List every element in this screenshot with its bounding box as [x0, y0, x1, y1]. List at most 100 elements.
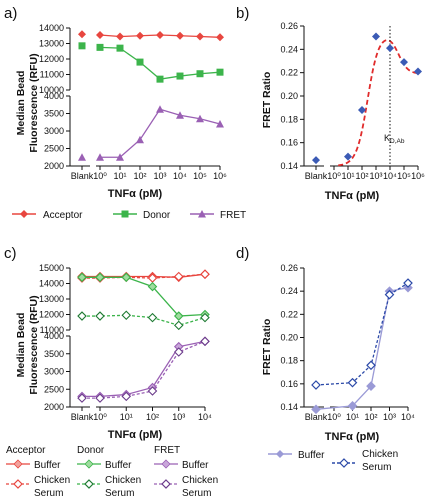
kd-label: KD,Ab	[384, 133, 405, 145]
legend-c: Acceptor Donor FRET Buffer Buffer Buffer…	[6, 445, 218, 499]
b-ylabel: FRET Ratio	[261, 72, 273, 129]
d-xtick-label-3: 10²	[364, 412, 377, 422]
c-point-donor-chicken-serum-4	[173, 320, 184, 331]
c-lower-ytick-label-3: 3500	[44, 349, 64, 359]
b-point-1	[344, 152, 352, 161]
c-point-donor-buffer-1	[95, 272, 105, 283]
a-point-fret-2	[116, 153, 124, 161]
c-xtick-label-3: 10²	[146, 412, 159, 422]
d-xtick-label-2: 10¹	[346, 412, 359, 422]
legend-c-fret-buffer: Buffer	[182, 460, 209, 471]
c-point-donor-chicken-serum-1	[95, 311, 105, 321]
fret-marker-icon	[198, 210, 206, 218]
b-point-0	[312, 156, 320, 165]
b-ytick-label-3: 0.20	[280, 91, 298, 101]
b-ytick-label-2: 0.18	[280, 114, 298, 124]
legend-d-buffer: Buffer	[298, 450, 325, 461]
b-xtick-label-3: 10²	[355, 171, 368, 181]
b-point-5	[400, 58, 408, 67]
a-xtick-label-2: 10¹	[113, 171, 126, 181]
a-point-acceptor-1	[96, 30, 104, 39]
d-ytick-label-0: 0.14	[280, 402, 298, 412]
c-upper-ytick-label-0: 11000	[40, 325, 64, 335]
a-point-donor-7	[216, 68, 224, 76]
legend-donor: Donor	[143, 210, 171, 221]
b-xtick-label-1: 10⁰	[327, 171, 341, 181]
c-xtick-label-0: Blank	[71, 412, 94, 422]
legend-fret: FRET	[220, 210, 246, 221]
legend-d-serum: Serum	[362, 462, 391, 473]
legend-c-acceptor-buffer: Buffer	[34, 460, 61, 471]
d-ytick-label-2: 0.18	[280, 356, 298, 366]
serum-marker-icon	[339, 458, 349, 468]
legend-c-donor-chicken: Chicken	[105, 475, 141, 486]
a-lower-ytick-label-1: 2500	[44, 144, 64, 154]
panel-label-a: a)	[4, 5, 17, 22]
legend-a: Acceptor Donor FRET	[12, 210, 246, 221]
c-point-donor-buffer-4	[173, 311, 184, 321]
d-line-buffer	[315, 287, 409, 410]
a-lower-ytick-label-0: 2000	[44, 161, 64, 171]
fret-buffer-icon	[161, 459, 171, 469]
a-point-donor-3	[136, 58, 144, 66]
b-ytick-label-5: 0.24	[280, 44, 298, 54]
c-point-acceptor-chicken-serum-5	[200, 269, 210, 279]
d-xtick-label-5: 10⁴	[401, 412, 415, 422]
b-xtick-label-2: 10¹	[341, 171, 354, 181]
c-point-donor-buffer-3	[147, 281, 158, 292]
a-upper-ytick-label-4: 14000	[39, 23, 64, 33]
d-xlabel: TNFα (pM)	[325, 431, 380, 443]
d-ytick-label-1: 0.16	[280, 379, 298, 389]
c-point-fret-chicken-serum-0	[77, 393, 87, 403]
legend-c-fret-serum: Serum	[182, 488, 211, 499]
a-xtick-label-0: Blank	[71, 171, 94, 181]
a-point-acceptor-2	[116, 32, 124, 41]
c-point-donor-buffer-2	[121, 272, 132, 283]
b-xtick-label-7: 10⁶	[411, 171, 425, 181]
a-lower-ytick-label-4: 4000	[44, 91, 64, 101]
legend-c-acceptor: Acceptor	[6, 445, 46, 456]
c-xtick-label-4: 10³	[172, 412, 185, 422]
c-point-fret-chicken-serum-1	[95, 393, 105, 403]
a-point-fret-3	[136, 135, 144, 144]
a-point-fret-1	[96, 153, 104, 161]
c-upper-ytick-label-1: 12000	[39, 310, 64, 320]
a-point-acceptor-5	[176, 31, 184, 40]
c-xtick-label-5: 10⁴	[198, 412, 212, 422]
b-ytick-label-6: 0.26	[280, 21, 298, 31]
a-point-donor-4	[156, 75, 164, 83]
a-point-fret-7	[216, 120, 224, 128]
d-point-chicken-serum-1	[347, 377, 358, 388]
a-point-donor-1	[96, 43, 104, 51]
d-ytick-label-4: 0.22	[280, 309, 298, 319]
c-point-fret-chicken-serum-3	[147, 386, 158, 396]
a-point-acceptor-4	[156, 30, 164, 39]
buffer-marker-icon	[276, 450, 284, 458]
d-xtick-label-4: 10³	[383, 412, 396, 422]
a-point-acceptor-6	[196, 32, 204, 41]
legend-c-acceptor-serum: Serum	[34, 488, 63, 499]
a-point-donor-5	[176, 72, 184, 80]
d-point-buffer-0	[311, 404, 321, 415]
donor-marker-icon	[121, 210, 129, 218]
a-xtick-label-6: 10⁵	[193, 171, 207, 181]
a-line-fret	[100, 108, 221, 158]
a-upper-ytick-label-0: 10000	[39, 85, 64, 95]
panel-label-b: b)	[236, 5, 249, 22]
legend-c-fret: FRET	[154, 445, 180, 456]
c-lower-ytick-label-4: 4000	[44, 331, 64, 341]
b-fit-curve	[338, 39, 419, 167]
acceptor-buffer-icon	[13, 459, 23, 469]
c-point-donor-buffer-0	[77, 272, 87, 283]
c-ylabel: Median BeadFluorescence (RFU)	[15, 295, 40, 394]
c-point-donor-chicken-serum-2	[121, 310, 132, 321]
b-point-6	[414, 67, 422, 76]
b-point-2	[358, 106, 366, 114]
legend-c-donor: Donor	[77, 445, 105, 456]
a-point-acceptor-0	[78, 30, 86, 39]
legend-d: Buffer Chicken Serum	[268, 449, 398, 473]
legend-acceptor: Acceptor	[43, 210, 83, 221]
a-point-donor-6	[196, 70, 204, 78]
a-point-donor-2	[116, 44, 124, 52]
